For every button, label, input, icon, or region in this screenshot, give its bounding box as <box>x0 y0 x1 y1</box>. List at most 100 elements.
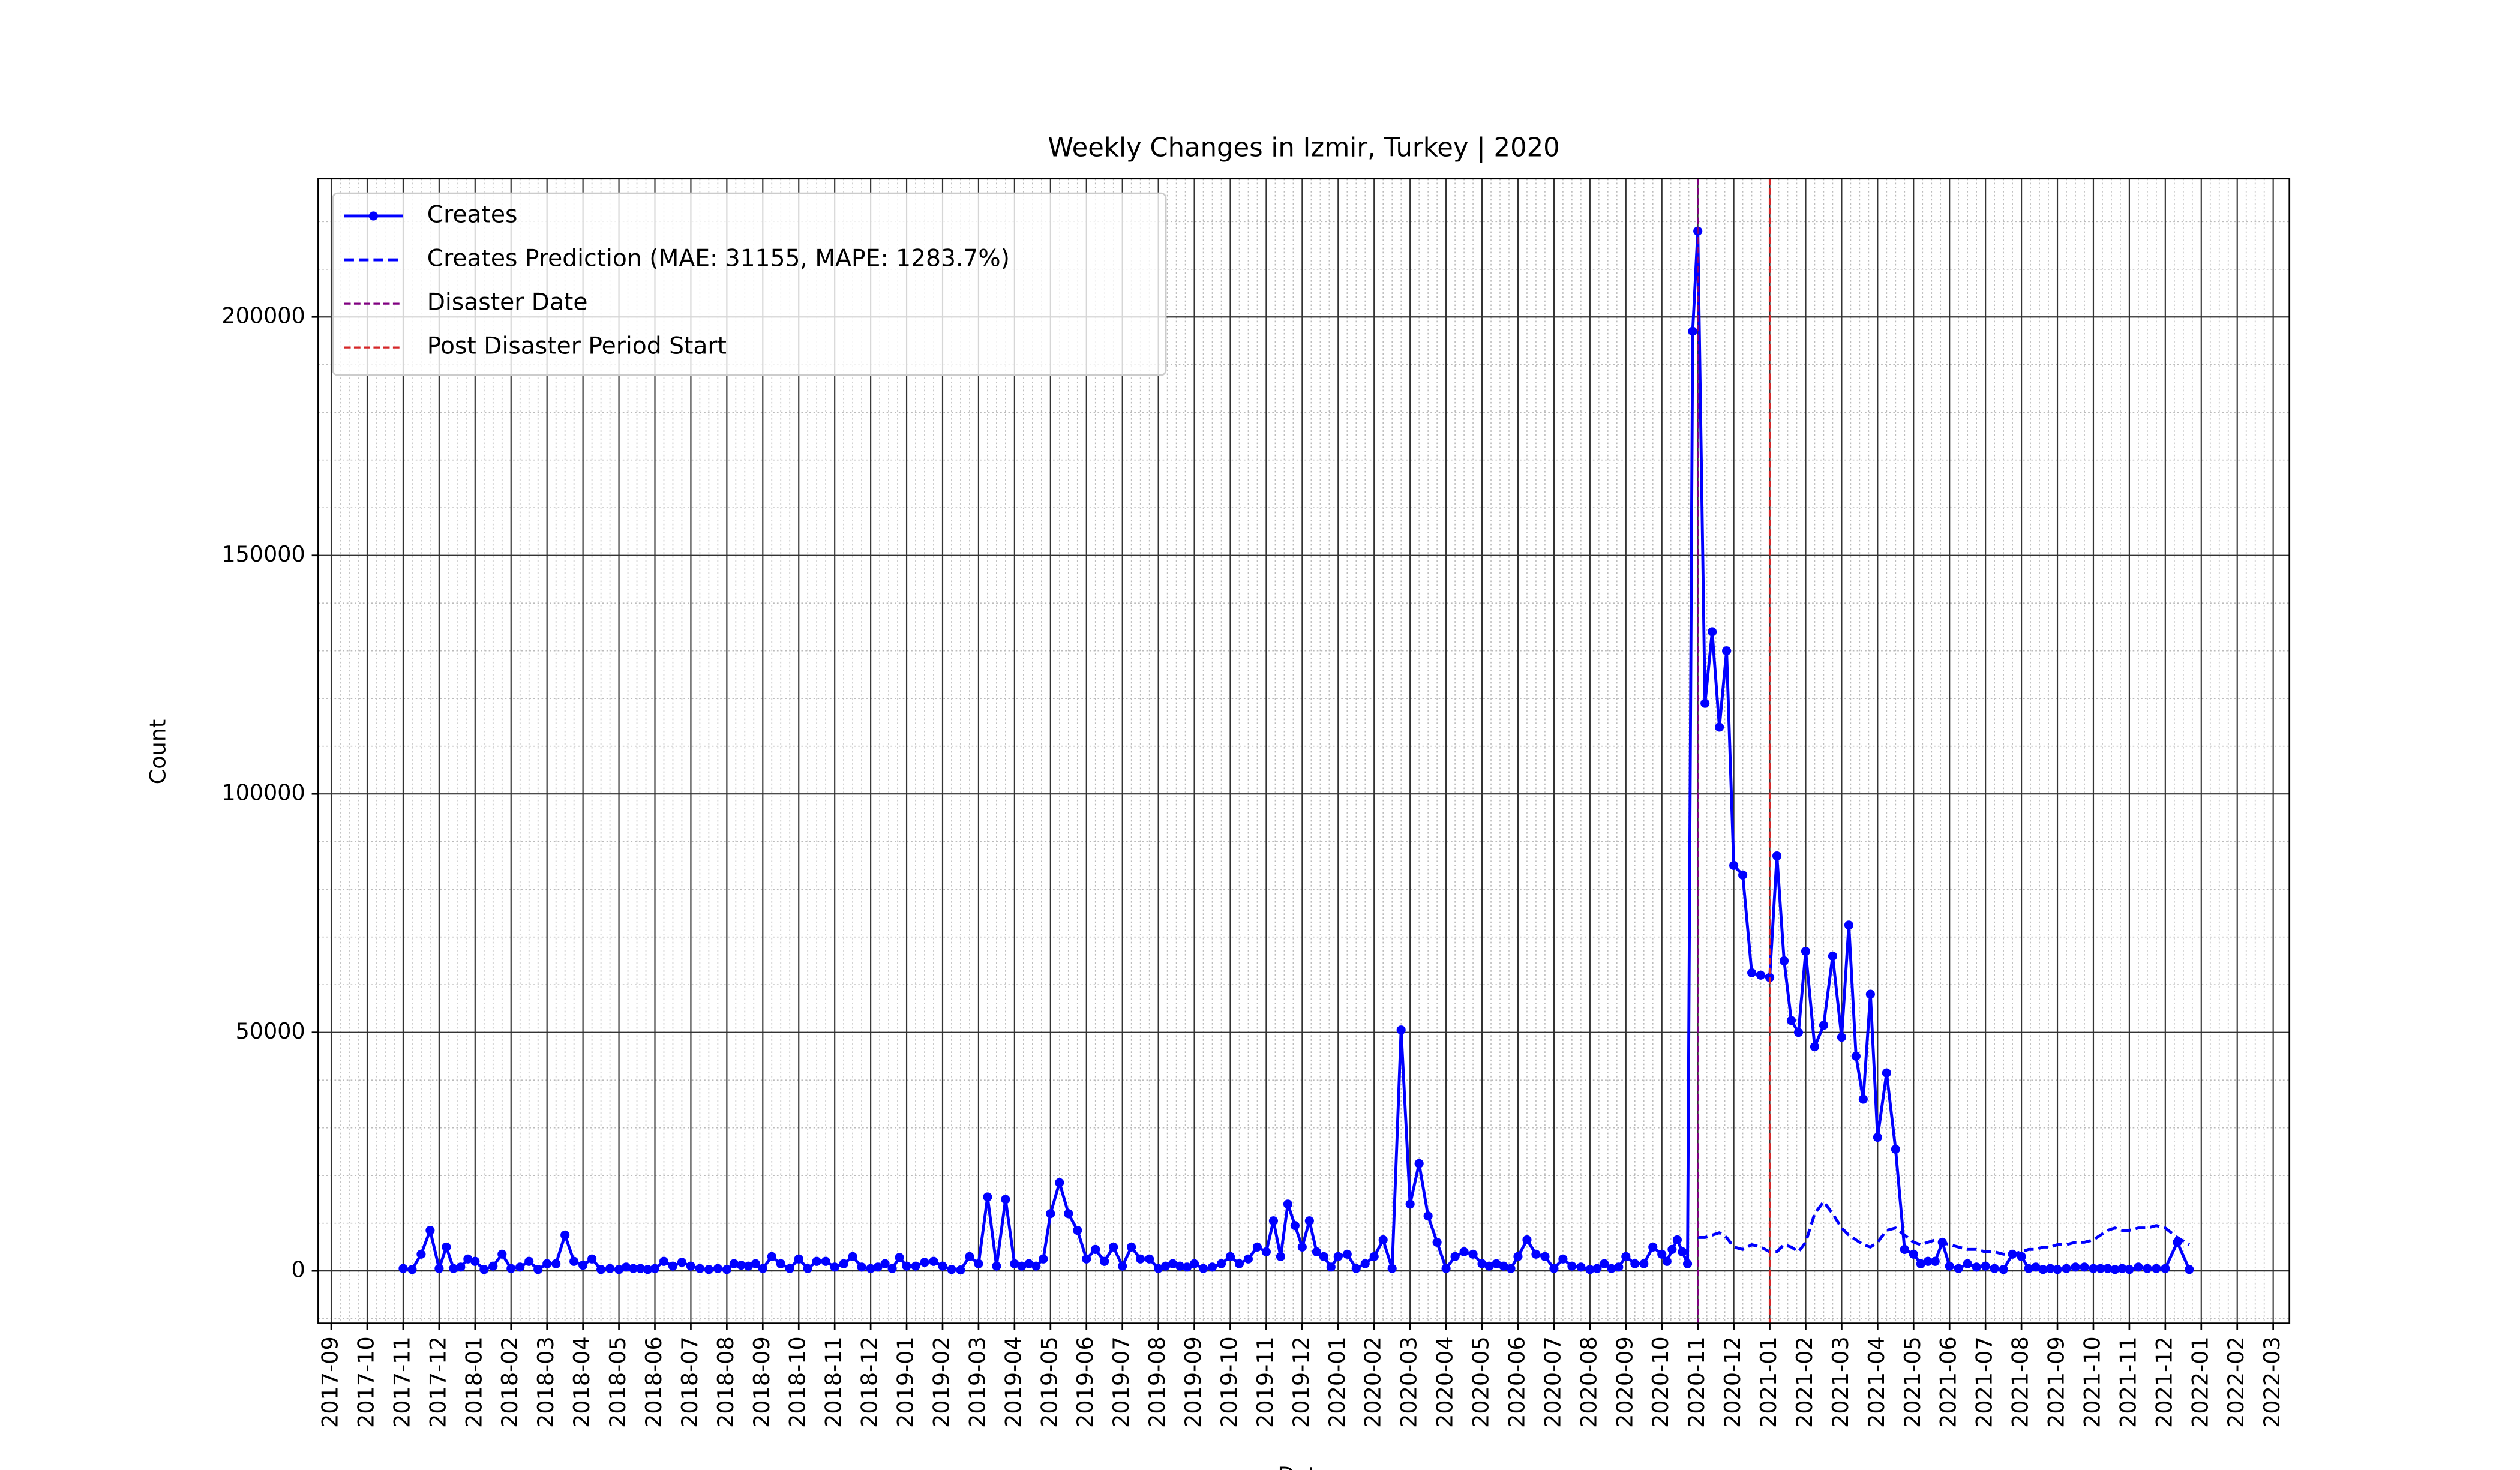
x-tick-label: 2017-10 <box>353 1336 379 1428</box>
data-point <box>1333 1252 1343 1261</box>
data-point <box>695 1264 704 1273</box>
data-point <box>902 1261 911 1271</box>
data-point <box>425 1225 435 1235</box>
data-point <box>442 1242 451 1252</box>
x-tick-label: 2021-04 <box>1864 1336 1889 1428</box>
data-point <box>1073 1225 1082 1235</box>
x-tick-label: 2022-02 <box>2223 1336 2249 1428</box>
data-point <box>1351 1264 1361 1273</box>
data-point <box>873 1262 883 1272</box>
axes-frame <box>317 178 2291 1324</box>
data-point <box>713 1264 722 1273</box>
data-point <box>1567 1261 1577 1271</box>
data-point <box>1678 1247 1687 1256</box>
x-tick-label: 2020-09 <box>1612 1336 1637 1428</box>
data-point <box>1168 1259 1178 1268</box>
data-point <box>743 1261 753 1271</box>
x-tick-label: 2022-03 <box>2259 1336 2285 1428</box>
data-point <box>1243 1254 1253 1264</box>
x-tick-label: 2018-06 <box>641 1336 667 1428</box>
x-tick-label: 2019-04 <box>1000 1336 1026 1428</box>
legend-label: Post Disaster Period Start <box>427 333 727 360</box>
legend: Creates Creates Prediction (MAE: 31155, M… <box>332 192 1167 376</box>
data-point <box>1630 1259 1640 1268</box>
x-tick-label: 2020-12 <box>1720 1336 1745 1428</box>
x-tick-label: 2021-03 <box>1828 1336 1853 1428</box>
data-point <box>506 1264 516 1273</box>
data-point <box>803 1264 812 1273</box>
data-point <box>1793 1028 1804 1037</box>
legend-marker <box>368 211 378 221</box>
data-point <box>416 1249 426 1259</box>
data-point <box>1522 1235 1532 1245</box>
data-point <box>1064 1209 1073 1219</box>
data-point <box>920 1258 929 1267</box>
data-point <box>1283 1199 1292 1209</box>
legend-box <box>332 192 1167 376</box>
data-point <box>1772 851 1782 861</box>
data-point <box>1100 1256 1109 1266</box>
data-point <box>1198 1264 1208 1273</box>
data-point <box>1319 1252 1328 1261</box>
data-point <box>1046 1209 1055 1219</box>
data-point <box>938 1261 947 1271</box>
data-point <box>1450 1252 1460 1261</box>
x-tick-label: 2021-08 <box>2008 1336 2033 1428</box>
data-point <box>2053 1265 2062 1274</box>
legend-label: Creates Prediction (MAE: 31155, MAPE: 12… <box>427 245 1010 272</box>
data-point <box>2103 1264 2113 1273</box>
data-point <box>1923 1256 1933 1266</box>
data-point <box>1963 1259 1972 1268</box>
data-point <box>1276 1252 1285 1261</box>
data-point <box>1747 968 1757 977</box>
data-point <box>1468 1249 1478 1259</box>
legend-label: Creates <box>427 201 518 228</box>
data-point <box>1127 1242 1136 1252</box>
data-point <box>686 1261 696 1271</box>
data-point <box>1513 1252 1523 1261</box>
x-tick-label: 2019-08 <box>1144 1336 1170 1428</box>
x-tick-label: 2021-01 <box>1756 1336 1781 1428</box>
data-point <box>677 1258 687 1267</box>
data-point <box>1667 1244 1677 1254</box>
x-tick-label: 2021-11 <box>2115 1336 2141 1428</box>
data-point <box>1369 1252 1379 1261</box>
x-tick-label: 2019-12 <box>1288 1336 1314 1428</box>
x-tick-label: 2018-07 <box>677 1336 703 1428</box>
data-point <box>1600 1259 1609 1268</box>
x-tick-label: 2020-05 <box>1468 1336 1494 1428</box>
data-point <box>2038 1265 2048 1274</box>
data-point <box>812 1256 821 1266</box>
y-tick-label: 200000 <box>221 303 305 329</box>
x-tick-label: 2019-05 <box>1036 1336 1062 1428</box>
data-point <box>992 1261 1001 1271</box>
data-point <box>1459 1247 1469 1256</box>
data-point <box>1662 1256 1672 1266</box>
data-point <box>1837 1033 1846 1042</box>
data-point <box>1161 1261 1171 1271</box>
x-tick-label: 2018-10 <box>785 1336 811 1428</box>
x-tick-label: 2018-04 <box>569 1336 595 1428</box>
data-point <box>751 1259 760 1268</box>
data-point <box>1261 1247 1271 1256</box>
data-point <box>1441 1264 1451 1273</box>
data-point <box>551 1259 561 1268</box>
data-point <box>2045 1264 2055 1273</box>
data-point <box>2031 1262 2041 1272</box>
x-tick-label: 2020-10 <box>1648 1336 1673 1428</box>
data-point <box>1828 951 1838 961</box>
y-tick-label: 150000 <box>221 541 305 567</box>
data-point <box>1648 1242 1658 1252</box>
data-point <box>1688 326 1697 336</box>
data-point <box>2152 1264 2161 1273</box>
data-point <box>2080 1262 2089 1272</box>
data-point <box>947 1265 956 1274</box>
data-point <box>983 1192 992 1202</box>
data-point <box>560 1230 570 1240</box>
data-point <box>1844 920 1853 930</box>
data-point <box>2089 1264 2098 1273</box>
data-point <box>643 1265 653 1274</box>
data-point <box>1972 1262 1981 1272</box>
data-point <box>1484 1261 1494 1271</box>
data-point <box>704 1265 713 1274</box>
